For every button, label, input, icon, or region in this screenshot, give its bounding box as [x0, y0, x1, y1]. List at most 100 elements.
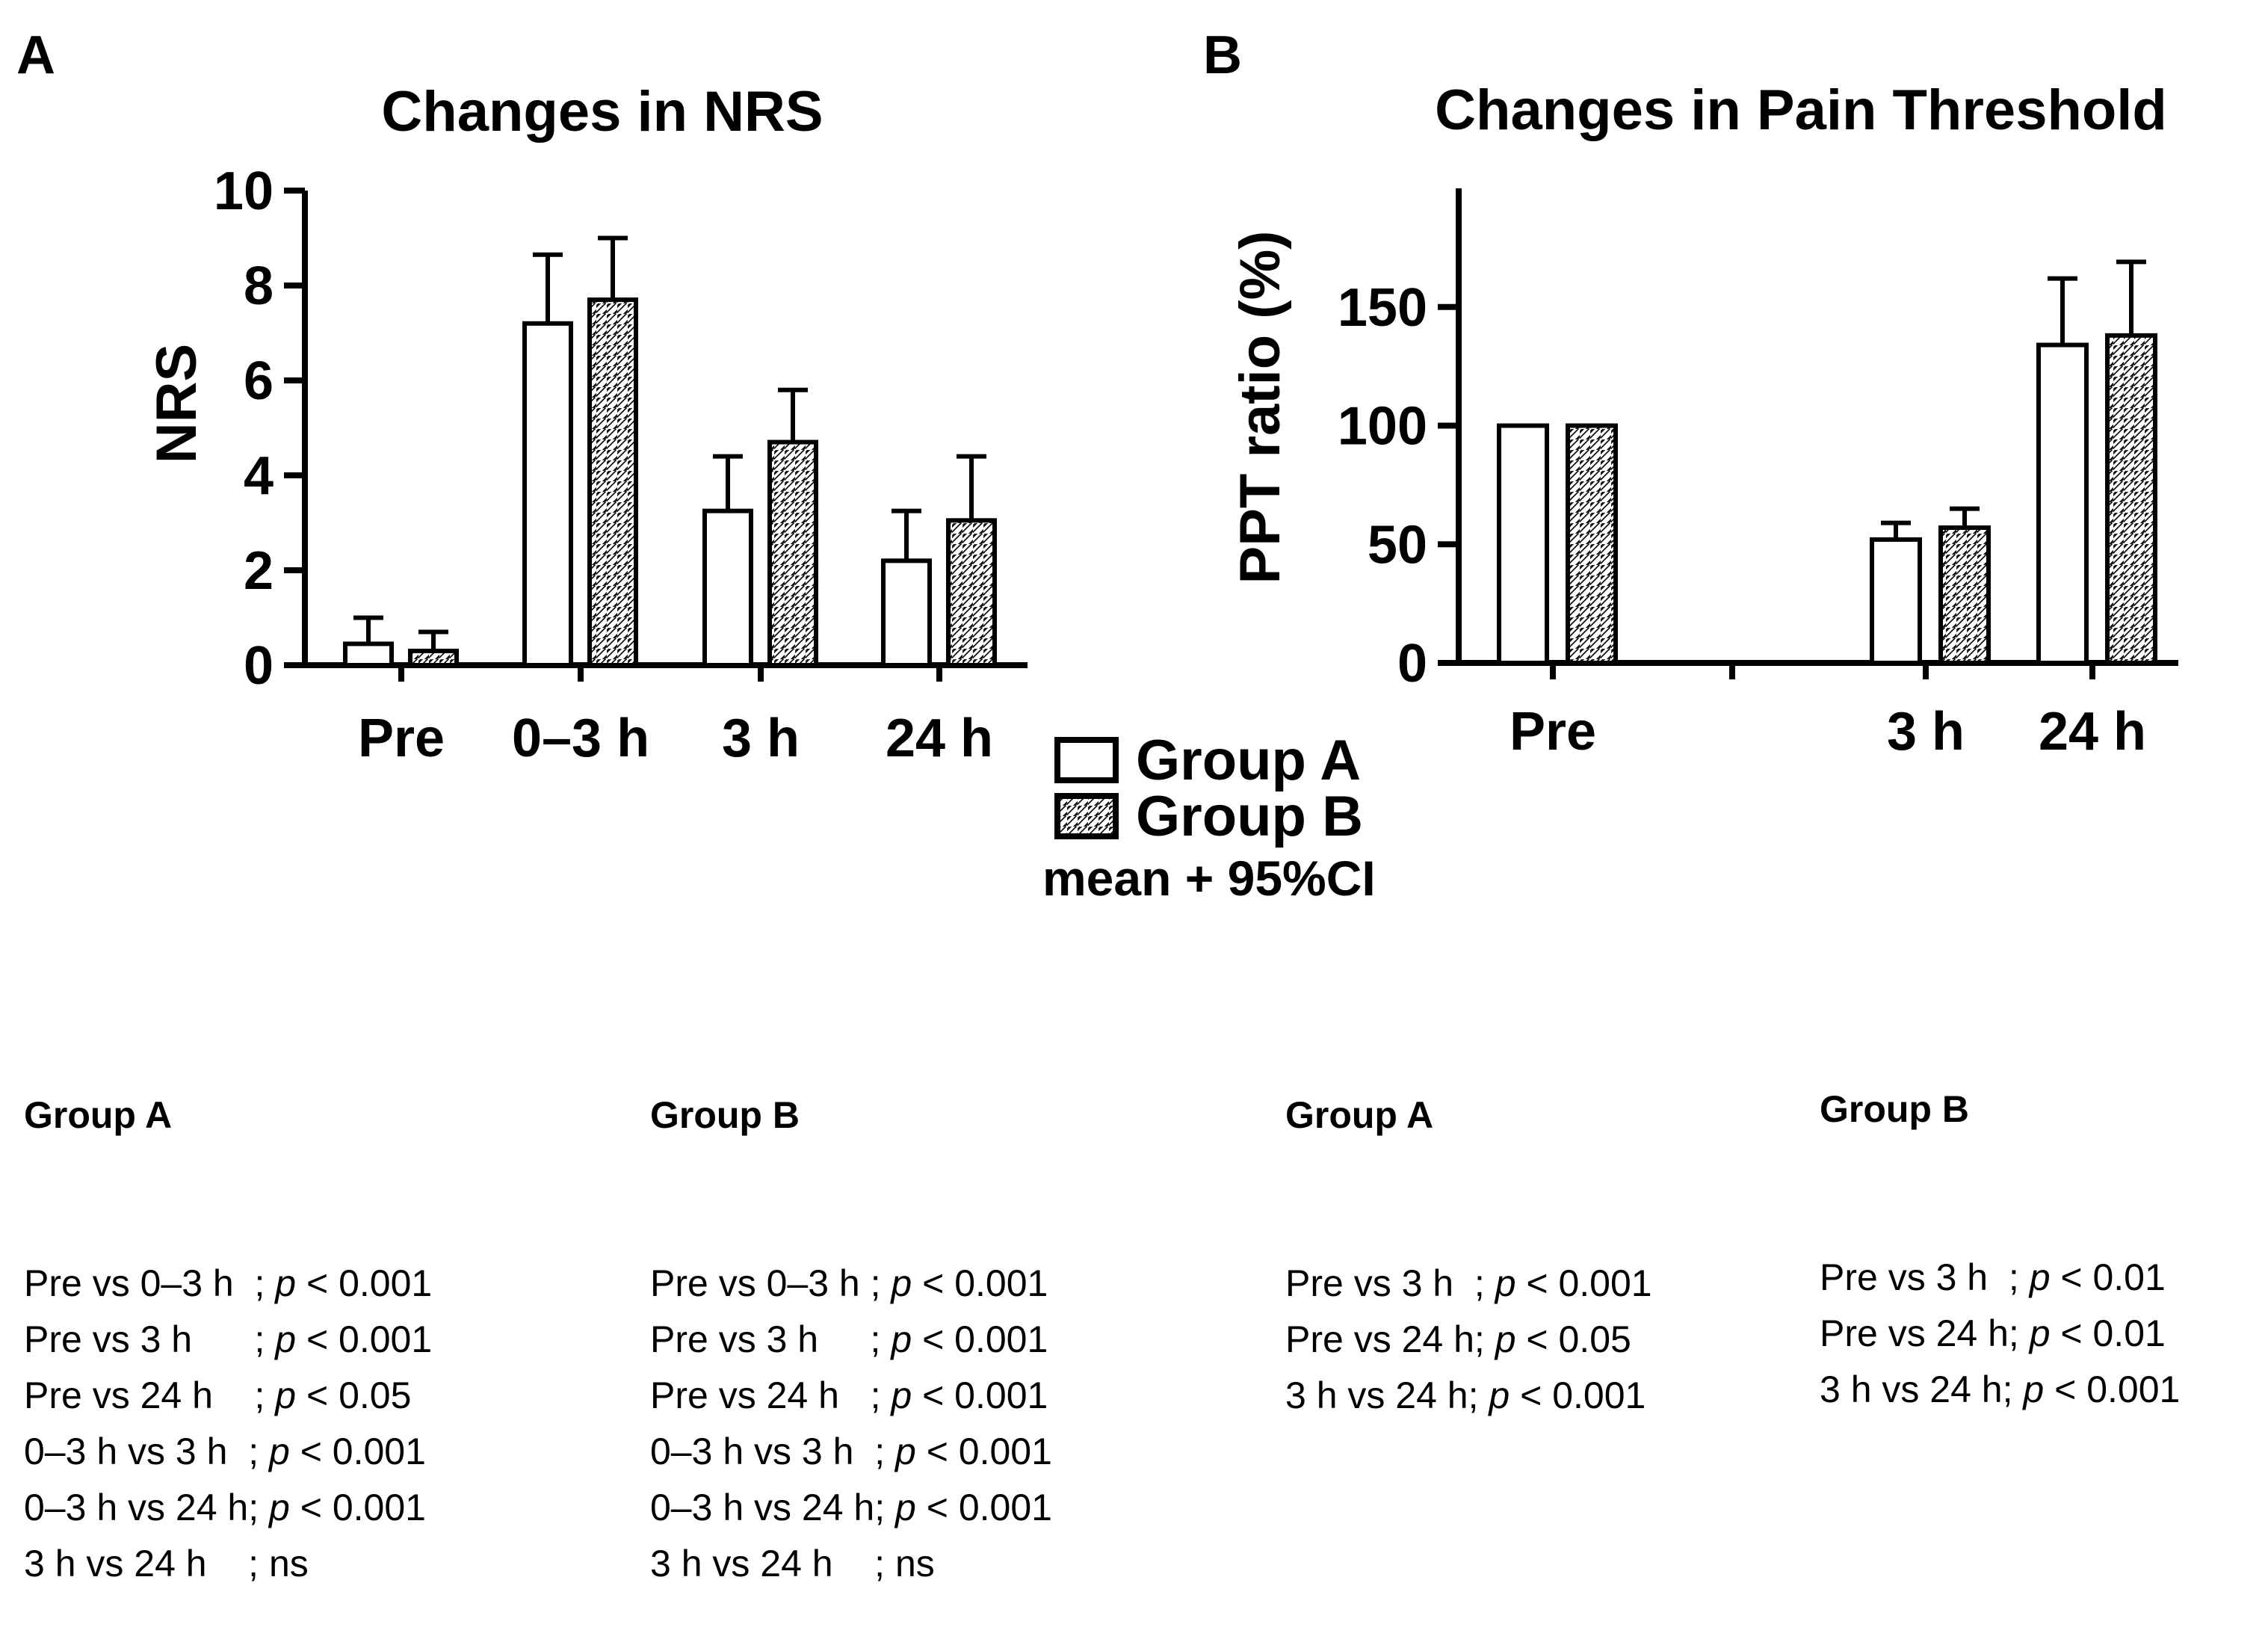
stats-row: 3 h vs 24 h ; ns [24, 1536, 432, 1592]
stats-row: 0–3 h vs 24 h; p < 0.001 [650, 1480, 1052, 1536]
panel-a-title: Changes in NRS [381, 80, 823, 143]
stats-comparison: 0–3 h vs 24 h; [650, 1487, 886, 1528]
panel-b-label: B [1203, 25, 1242, 85]
stats-row: 3 h vs 24 h; p < 0.001 [1820, 1362, 2180, 1418]
bar-group-b [1566, 423, 1618, 665]
stats-comparison: Pre vs 0–3 h ; [650, 1262, 881, 1304]
stats-row: Pre vs 3 h ; p < 0.001 [24, 1312, 432, 1368]
stats-header: Group A [1285, 1094, 1434, 1136]
stats-row: Pre vs 0–3 h ; p < 0.001 [650, 1256, 1052, 1312]
stats-p-value: < 0.01 [2050, 1256, 2166, 1298]
panel-a-nrs-chart: A Changes in NRS NRS 0 2 4 6 8 10 Pre 0–3 h 3 h 2… [16, 25, 1028, 768]
stats-comparison: Pre vs 24 h; [1285, 1318, 1485, 1360]
x-tick-label: Pre [1510, 702, 1596, 762]
stats-comparison: 3 h vs 24 h ; ns [650, 1543, 935, 1584]
bar-group-b [587, 297, 638, 667]
stats-p-value: < 0.001 [915, 1487, 1052, 1528]
bar-group-a [1870, 537, 1922, 666]
legend-label-group-b: Group B [1136, 785, 1363, 848]
stats-p-symbol: p [269, 1431, 290, 1472]
panel-b-title: Changes in Pain Threshold [1435, 78, 2167, 142]
stats-row: Pre vs 3 h ; p < 0.001 [650, 1312, 1052, 1368]
stats-p-symbol: p [891, 1374, 912, 1416]
bar-group-a [881, 558, 932, 667]
stats-p-value: < 0.001 [912, 1318, 1048, 1360]
stats-p-symbol: p [275, 1262, 297, 1304]
stats-comparison: Pre vs 3 h ; [1285, 1262, 1485, 1304]
stats-comparison: Pre vs 24 h; [1820, 1312, 2019, 1354]
stats-p-value: < 0.001 [912, 1262, 1048, 1304]
y-tick-label: 0 [1397, 634, 1427, 694]
bar-group-b [767, 439, 818, 667]
stats-p-symbol: p [2029, 1256, 2051, 1298]
bar-group-b [2105, 333, 2157, 665]
y-tick-label: 100 [1338, 397, 1427, 457]
stats-p-symbol: p [275, 1318, 297, 1360]
stats-p-value: < 0.05 [296, 1374, 412, 1416]
stats-row: Pre vs 0–3 h ; p < 0.001 [24, 1256, 432, 1312]
bar-group-b [1938, 525, 1991, 666]
panel-a-label: A [16, 25, 55, 85]
stats-p-symbol: p [2029, 1312, 2051, 1354]
stats-comparison: Pre vs 3 h ; [24, 1318, 265, 1360]
stats-p-symbol: p [269, 1487, 290, 1528]
bar-group-b [946, 518, 997, 668]
stats-p-value: < 0.001 [912, 1374, 1048, 1416]
x-tick-label: Pre [358, 709, 445, 768]
y-tick-label: 10 [214, 161, 274, 221]
stats-p-symbol: p [1495, 1262, 1516, 1304]
y-tick-label: 50 [1368, 515, 1427, 575]
stats-nrs-group-a: Group A Pre vs 0–3 h ; p < 0.001 Pre vs 3… [24, 975, 432, 1648]
y-tick-label: 150 [1338, 278, 1427, 338]
stats-p-symbol: p [895, 1487, 916, 1528]
legend-label-group-a: Group A [1136, 729, 1361, 792]
legend-swatch-group-a [1054, 737, 1119, 783]
stats-p-value: < 0.001 [2044, 1368, 2181, 1410]
stats-p-value: < 0.001 [296, 1318, 433, 1360]
bar-group-b [408, 648, 459, 668]
stats-ppt-group-b: Group B Pre vs 3 h ; p < 0.01 Pre vs 24 h… [1820, 969, 2180, 1474]
stats-p-value: < 0.01 [2050, 1312, 2166, 1354]
stats-p-value: < 0.001 [296, 1262, 433, 1304]
stats-row: Pre vs 3 h ; p < 0.001 [1285, 1256, 1652, 1312]
panel-b-y-axis-label: PPT ratio (%) [1229, 231, 1292, 584]
y-tick-label: 6 [244, 351, 274, 411]
stats-p-symbol: p [2023, 1368, 2045, 1410]
panel-b-pain-threshold-chart: B Changes in Pain Threshold PPT ratio (%… [1203, 25, 2178, 762]
stats-comparison: Pre vs 24 h ; [24, 1374, 265, 1416]
bar-group-a [343, 641, 394, 667]
y-tick-label: 0 [244, 636, 274, 696]
y-tick-label: 2 [244, 541, 274, 601]
stats-p-value: < 0.001 [1510, 1374, 1646, 1416]
bar-group-a [1497, 423, 1549, 665]
stats-p-symbol: p [1495, 1318, 1516, 1360]
stats-comparison: 0–3 h vs 3 h ; [650, 1431, 886, 1472]
stats-p-value: < 0.001 [1515, 1262, 1652, 1304]
x-tick-label: 24 h [886, 709, 993, 768]
stats-row: 0–3 h vs 24 h; p < 0.001 [24, 1480, 432, 1536]
stats-row: Pre vs 3 h ; p < 0.01 [1820, 1250, 2180, 1306]
stats-row: Pre vs 24 h ; p < 0.05 [24, 1368, 432, 1424]
stats-row: 3 h vs 24 h; p < 0.001 [1285, 1368, 1652, 1424]
bar-group-a [522, 321, 573, 667]
stats-comparison: Pre vs 3 h ; [650, 1318, 881, 1360]
x-tick-label: 0–3 h [512, 709, 649, 768]
x-tick-label: 3 h [722, 709, 800, 768]
stats-comparison: Pre vs 3 h ; [1820, 1256, 2019, 1298]
stats-ppt-group-a: Group A Pre vs 3 h ; p < 0.001 Pre vs 24 … [1285, 975, 1652, 1480]
stats-p-symbol: p [895, 1431, 916, 1472]
stats-header: Group B [1820, 1088, 1969, 1130]
x-tick-label: 24 h [2039, 702, 2146, 762]
stats-comparison: Pre vs 24 h ; [650, 1374, 881, 1416]
stats-comparison: 3 h vs 24 h ; ns [24, 1543, 309, 1584]
stats-p-symbol: p [275, 1374, 297, 1416]
stats-rows: Pre vs 3 h ; p < 0.001 Pre vs 24 h; p < 0… [1285, 1256, 1652, 1424]
y-tick-label: 4 [244, 446, 274, 506]
stats-p-value: < 0.001 [289, 1487, 426, 1528]
stats-header: Group A [24, 1094, 173, 1136]
stats-p-value: < 0.001 [289, 1431, 426, 1472]
legend-note: mean + 95%CI [1042, 851, 1376, 906]
legend: Group A Group B mean + 95%CI [1042, 729, 1376, 906]
figure: A Changes in NRS NRS 0 2 4 6 8 10 Pre 0–3 h 3 h 2… [16, 25, 2178, 906]
stats-rows: Pre vs 0–3 h ; p < 0.001 Pre vs 3 h ; p <… [24, 1256, 432, 1592]
